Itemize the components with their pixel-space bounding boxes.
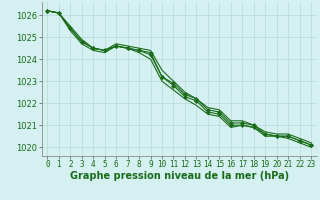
X-axis label: Graphe pression niveau de la mer (hPa): Graphe pression niveau de la mer (hPa) bbox=[70, 171, 289, 181]
